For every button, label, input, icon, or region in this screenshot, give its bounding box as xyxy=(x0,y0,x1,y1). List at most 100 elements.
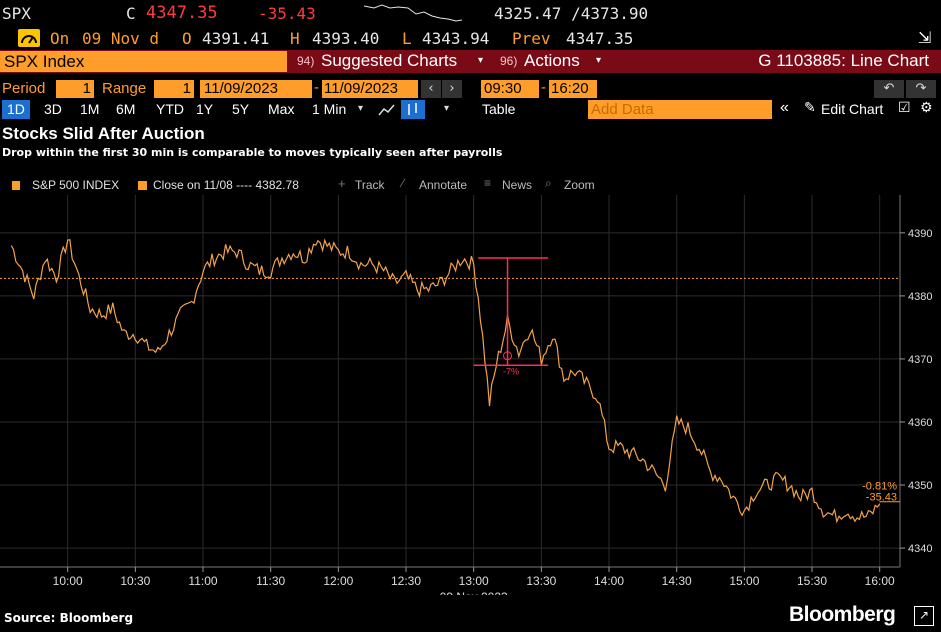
suggested-dropdown-icon[interactable]: ▾ xyxy=(478,55,484,66)
y-axis-panel xyxy=(900,195,941,595)
tab-max[interactable]: Max xyxy=(268,101,295,117)
chart-type-caret-icon[interactable]: ▾ xyxy=(444,103,450,114)
date-separator: - xyxy=(314,79,319,96)
y-tick-label-4350: 4350 xyxy=(908,480,932,492)
range-field[interactable]: 1 xyxy=(154,80,194,98)
collapse-icon[interactable]: « xyxy=(780,99,789,116)
x-date-label: 09 Nov 2023 xyxy=(440,590,508,595)
edit-box-icon[interactable]: ☑ xyxy=(898,100,911,116)
y-tick-label-4360: 4360 xyxy=(908,417,932,429)
interval-dropdown[interactable]: 1 Min xyxy=(312,101,347,117)
chart-legend: S&P 500 INDEX Close on 11/08 ---- 4382.7… xyxy=(0,173,941,197)
news-icon[interactable]: ≡ xyxy=(484,176,492,190)
prev-label: Prev xyxy=(512,29,551,48)
date-from: 11/09/2023 xyxy=(204,80,278,97)
interval-caret-icon[interactable]: ▾ xyxy=(358,103,364,114)
date-forward-button[interactable]: › xyxy=(442,80,462,98)
settings-icon[interactable]: ⚙ xyxy=(920,100,933,116)
annotate-icon[interactable]: ⁄ xyxy=(402,176,405,190)
pct-change-tag: -0.81% xyxy=(862,481,897,493)
price-chart[interactable]: 4340 4350 4360 4370 4380 4390 10:00 10:30 11:00 1… xyxy=(0,195,941,595)
line-chart-icon[interactable] xyxy=(378,102,396,118)
time-from: 09:30 xyxy=(484,80,522,97)
sparkline xyxy=(364,4,462,22)
open-label: O xyxy=(182,29,192,48)
ticker: SPX xyxy=(2,4,31,23)
tab-1d[interactable]: 1D xyxy=(2,100,30,119)
grid-lines xyxy=(0,195,900,567)
suggested-charts-menu[interactable]: Suggested Charts xyxy=(321,51,458,70)
close-label: C xyxy=(126,4,136,23)
series-line-sp500 xyxy=(10,238,881,524)
table-button[interactable]: Table xyxy=(482,101,516,117)
time-to-field[interactable]: 16:20 xyxy=(549,80,597,98)
expand-icon[interactable]: ⇲ xyxy=(918,28,932,47)
x-tick-label-13:00: 13:00 xyxy=(459,574,489,588)
date-to: 11/09/2023 xyxy=(324,80,398,97)
quote-date: 09 Nov d xyxy=(82,29,160,48)
x-tick-label-16:00: 16:00 xyxy=(865,574,895,588)
x-tick-label-14:00: 14:00 xyxy=(594,574,624,588)
low-label: L xyxy=(402,29,412,48)
edit-chart-button[interactable]: Edit Chart xyxy=(821,101,884,117)
y-tick-label-4370: 4370 xyxy=(908,354,932,366)
annotate-button[interactable]: Annotate xyxy=(419,178,468,192)
tab-ytd[interactable]: YTD xyxy=(156,101,184,117)
undo-button[interactable]: ↶ xyxy=(874,80,904,98)
annotation-marker xyxy=(503,351,513,361)
tab-1m[interactable]: 1M xyxy=(80,101,100,117)
net-change: -35.43 xyxy=(258,4,316,23)
x-tick-label-14:30: 14:30 xyxy=(662,574,692,588)
date-from-field[interactable]: 11/09/2023 xyxy=(200,80,312,98)
track-button[interactable]: Track xyxy=(355,178,385,192)
prev-value: 4347.35 xyxy=(566,29,634,48)
actions-menu[interactable]: Actions xyxy=(524,51,580,70)
tab-6m[interactable]: 6M xyxy=(116,101,136,117)
x-tick-label-10:30: 10:30 xyxy=(120,574,150,588)
quote-bar: SPX C 4347.35 -35.43 4325.47 /4373.90 xyxy=(0,0,941,26)
tab-5y[interactable]: 5Y xyxy=(232,101,250,117)
actions-dropdown-icon[interactable]: ▾ xyxy=(596,55,602,66)
track-icon[interactable]: + xyxy=(338,176,346,191)
high-value: 4393.40 xyxy=(312,29,380,48)
x-tick-label-13:30: 13:30 xyxy=(526,574,556,588)
zoom-button[interactable]: Zoom xyxy=(564,178,595,192)
date-to-field[interactable]: 11/09/2023 xyxy=(322,80,418,98)
add-data-field[interactable]: Add Data xyxy=(588,100,772,119)
last-price: 4347.35 xyxy=(146,3,218,23)
tab-3d[interactable]: 3D xyxy=(44,101,62,117)
high-label: H xyxy=(290,29,300,48)
legend-series-label[interactable]: S&P 500 INDEX xyxy=(32,178,120,192)
export-icon[interactable]: ↗ xyxy=(914,606,934,626)
add-data-placeholder: Add Data xyxy=(591,101,654,118)
news-button[interactable]: News xyxy=(502,178,533,192)
suggested-number: 94) xyxy=(297,54,315,68)
open-value: 4391.41 xyxy=(202,29,270,48)
menu-bar: SPX Index 94) Suggested Charts ▾ 96) Act… xyxy=(0,50,941,73)
last-value-tags: -0.81%-35.43 xyxy=(862,481,900,504)
pencil-icon: ✎ xyxy=(804,100,816,116)
chart-subtitle: Drop within the first 30 min is comparab… xyxy=(2,146,503,159)
ohlc-bar: On 09 Nov d O 4391.41 H 4393.40 L 4343.9… xyxy=(0,26,941,50)
source-note: Source: Bloomberg xyxy=(4,611,134,625)
period-field[interactable]: 1 xyxy=(56,80,94,98)
day-range: 4325.47 /4373.90 xyxy=(494,4,649,23)
actions-number: 96) xyxy=(500,54,518,68)
annotation-drop-label: -7% xyxy=(503,367,519,377)
bar-chart-icon[interactable] xyxy=(401,100,425,119)
zoom-icon[interactable]: ⌕ xyxy=(545,176,552,190)
x-tick-label-12:00: 12:00 xyxy=(323,574,353,588)
x-tick-label-15:00: 15:00 xyxy=(729,574,759,588)
drop-annotation: -7% xyxy=(473,257,549,377)
time-from-field[interactable]: 09:30 xyxy=(481,80,539,98)
tab-1y[interactable]: 1Y xyxy=(196,101,214,117)
redo-button[interactable]: ↷ xyxy=(906,80,936,98)
chart-id: G 1103885: Line Chart xyxy=(758,51,929,70)
gauge-icon[interactable] xyxy=(18,29,40,47)
legend-close-label[interactable]: Close on 11/08 ---- 4382.78 xyxy=(153,178,299,192)
x-tick-label-11:00: 11:00 xyxy=(188,574,217,588)
date-back-button[interactable]: ‹ xyxy=(421,80,441,98)
security-field[interactable]: SPX Index xyxy=(0,51,287,72)
bloomberg-logo: Bloomberg xyxy=(789,603,896,626)
y-tick-label-4380: 4380 xyxy=(908,291,932,303)
